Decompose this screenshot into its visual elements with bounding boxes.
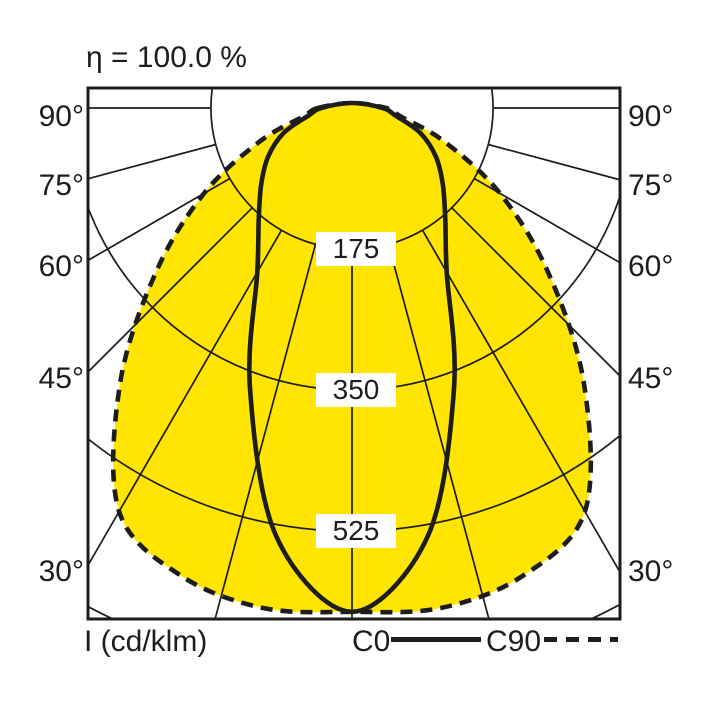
legend-c90-line-sample [544,637,618,642]
radial-value-label-175: 175 [316,232,396,267]
angle-label-right-75: 75° [628,168,674,202]
legend-c90-label: C90 [486,625,542,658]
angle-label-right-60: 60° [628,250,674,284]
angle-grid-line-left-30 [88,229,283,567]
radial-value-label-525: 525 [316,514,396,549]
angle-label-left-75: 75° [38,168,84,202]
angle-grid-line-left-15 [214,243,317,619]
legend-c0-label: C0 [352,625,391,658]
angle-label-left-45: 45° [38,362,84,395]
angle-grid-line-right-15 [387,243,490,619]
angle-label-left-30: 30° [38,555,84,589]
efficiency-label: η = 100.0 % [86,41,247,74]
angle-label-left-90: 90° [38,100,84,133]
angle-label-left-60: 60° [38,250,84,284]
angle-grid-line-right-45 [451,207,620,378]
angle-grid-line-left-45 [88,207,253,374]
angle-label-right-90: 90° [628,100,674,133]
plot-frame [86,86,622,621]
c0-curve [247,100,457,615]
c90-curve [110,100,594,615]
angle-grid-line-left-75 [88,143,217,180]
angle-label-right-45: 45° [628,362,674,395]
radial-value-label-350: 350 [316,373,396,408]
angle-grid-line-right-30 [421,229,620,574]
intensity-unit-label: I (cd/klm) [84,625,208,658]
angle-grid-line-left-60 [88,177,231,262]
legend-c0-line-sample [391,637,481,642]
angle-label-right-30: 30° [628,555,674,589]
angle-grid-line-right-60 [473,177,620,264]
angle-grid-line-right-75 [487,143,620,181]
